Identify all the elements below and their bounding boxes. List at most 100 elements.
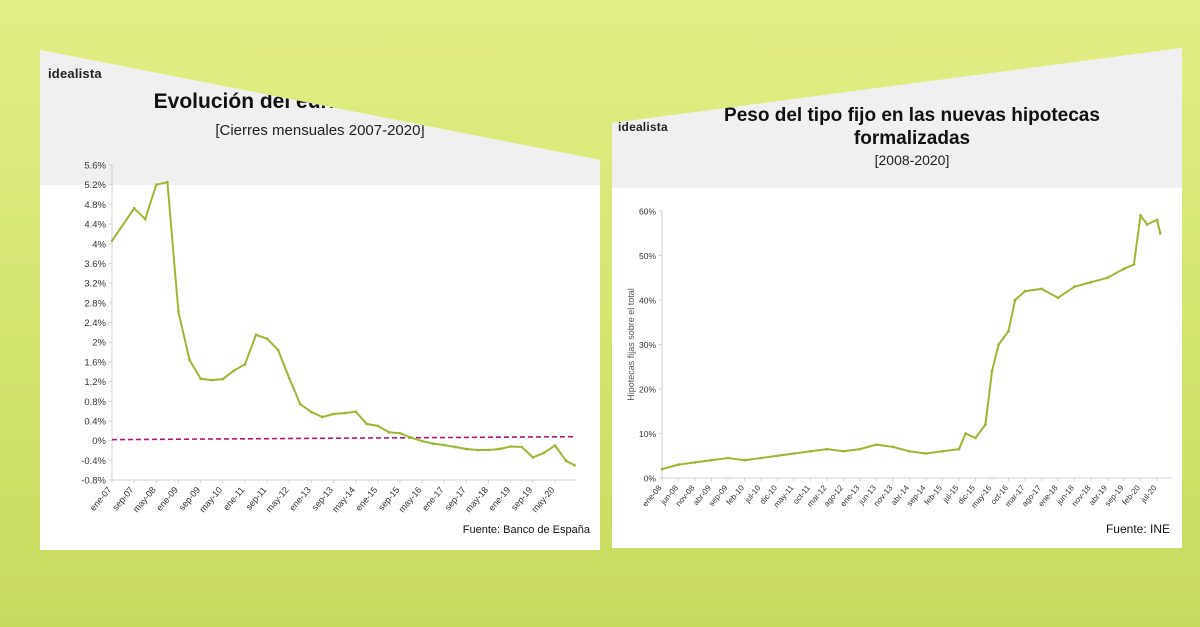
data-point <box>984 423 987 426</box>
data-point <box>1132 263 1136 266</box>
x-tick-label: sep-19 <box>1103 483 1126 508</box>
data-point <box>1040 287 1043 291</box>
data-point <box>442 443 446 447</box>
data-point <box>908 449 911 453</box>
zero-reference-line <box>111 435 576 441</box>
data-point <box>509 445 513 448</box>
x-tick-label: may-10 <box>197 485 224 514</box>
data-point <box>188 358 191 362</box>
series-line <box>661 214 1162 471</box>
data-point <box>964 432 967 435</box>
data-point <box>531 456 535 459</box>
fixed-rate-chart-subtitle: [2008-2020] <box>874 152 950 168</box>
x-tick-label: sep-09 <box>707 483 730 508</box>
x-tick-label: may-14 <box>330 485 357 514</box>
y-tick-label: 60% <box>639 207 656 217</box>
data-point <box>166 180 169 184</box>
data-point <box>776 454 779 458</box>
y-tick-label: -0.4% <box>81 456 106 467</box>
y-tick-label: 1.6% <box>84 357 106 368</box>
y-tick-label: 4% <box>92 239 106 250</box>
euribor-line-chart: 5.6% 5.2% 4.8% 4.4% 4% 3.6% 3.2% 2.8% 2.4% 2% 1.6%… <box>81 161 576 514</box>
x-tick-label: may-20 <box>530 485 557 514</box>
data-point <box>487 448 490 452</box>
fixed-rate-line-chart: 60%50%40%30%20%10%0%ene-08jun-08nov-08ab… <box>626 207 1172 510</box>
data-point <box>110 239 114 243</box>
data-point <box>199 377 203 380</box>
y-tick-label: 50% <box>639 251 656 261</box>
y-tick-label: 0% <box>92 436 106 447</box>
x-tick-label: jul-20 <box>1138 483 1158 505</box>
x-tick-label: ene-11 <box>221 485 246 512</box>
y-tick-label: 4.8% <box>84 200 106 211</box>
x-tick-label: sep-14 <box>905 483 928 508</box>
x-tick-label: may-16 <box>397 485 424 514</box>
data-point <box>1089 280 1093 284</box>
data-point <box>825 447 829 451</box>
x-tick-label: feb-20 <box>1121 483 1143 507</box>
data-point <box>254 333 258 337</box>
data-point <box>957 447 961 451</box>
data-point <box>343 411 346 415</box>
y-tick-label: 2.8% <box>84 298 106 309</box>
data-point <box>221 377 225 381</box>
y-tick-label: 40% <box>639 296 656 306</box>
data-point <box>132 206 136 210</box>
data-point <box>298 402 302 406</box>
data-point <box>693 461 697 464</box>
data-point <box>875 443 878 446</box>
fixed-rate-chart-source: Fuente: INE <box>1105 522 1170 536</box>
data-point <box>409 436 413 440</box>
data-point <box>759 456 763 460</box>
x-tick-label: feb-15 <box>923 483 945 507</box>
data-point <box>542 451 546 455</box>
data-point <box>453 445 457 449</box>
x-tick-label: may-08 <box>131 485 158 514</box>
data-point <box>1155 218 1159 222</box>
data-point <box>376 424 380 428</box>
y-tick-label: 0% <box>644 474 657 484</box>
data-point <box>1023 289 1027 293</box>
data-point <box>997 343 1000 346</box>
data-point <box>1145 223 1149 226</box>
data-point <box>243 362 247 366</box>
x-tick-label: ene-13 <box>287 485 313 513</box>
y-tick-label: 20% <box>639 385 656 395</box>
y-tick-label: 4.4% <box>84 220 106 231</box>
fixed-rate-chart-card: idealista Peso del tipo fijo en las nuev… <box>612 48 1182 548</box>
y-axis-title: Hipotecas fijas sobre el total <box>626 288 636 401</box>
data-point <box>476 448 479 452</box>
data-point <box>520 445 524 449</box>
x-tick-label: ene-07 <box>88 485 114 513</box>
data-point <box>265 337 269 341</box>
data-point <box>743 458 746 462</box>
y-tick-label: 30% <box>639 340 656 350</box>
data-point <box>1106 276 1109 280</box>
data-point <box>1056 296 1060 300</box>
x-tick-label: ene-15 <box>354 485 380 513</box>
data-point <box>177 310 180 314</box>
data-point <box>154 183 158 187</box>
x-tick-label: may-18 <box>463 485 490 514</box>
data-point <box>431 442 435 445</box>
data-point <box>941 449 944 453</box>
y-tick-label: 2.4% <box>84 318 106 329</box>
data-point <box>332 412 335 416</box>
data-point <box>321 415 324 419</box>
data-point <box>1007 329 1010 333</box>
data-point <box>891 445 895 449</box>
data-point <box>553 444 557 447</box>
data-point <box>564 459 568 463</box>
data-point <box>573 463 576 467</box>
y-tick-label: 1.2% <box>84 377 106 388</box>
data-point <box>1139 214 1142 217</box>
data-point <box>1122 267 1126 271</box>
data-point <box>726 456 730 460</box>
data-point <box>858 447 862 451</box>
data-point <box>143 217 147 221</box>
data-point <box>398 431 402 435</box>
data-point <box>387 430 391 434</box>
data-point <box>232 369 236 373</box>
data-point <box>842 449 845 453</box>
data-point <box>677 463 680 466</box>
